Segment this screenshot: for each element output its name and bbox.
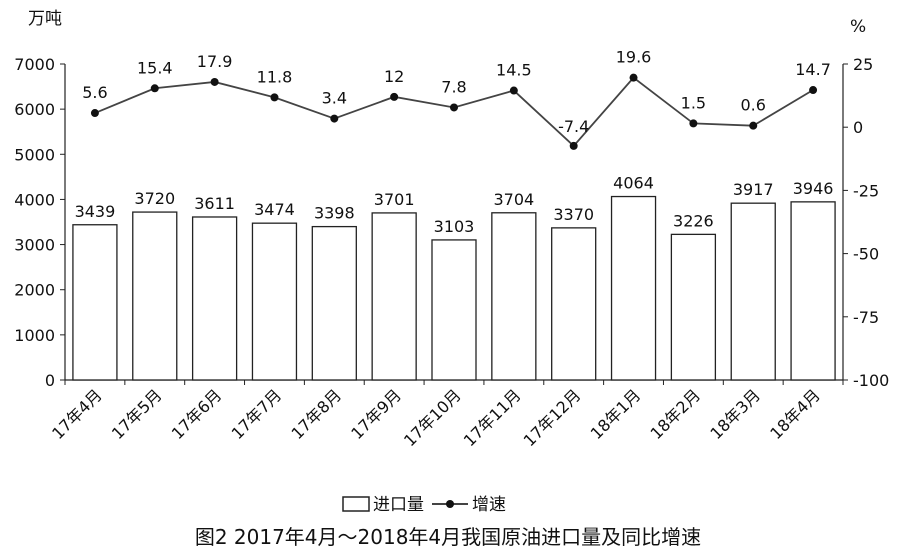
x-tick-label: 17年5月	[108, 385, 166, 443]
bar-data-label: 3398	[314, 204, 355, 223]
bar-series: 3439 3720 3611 3474 3398 3701 3103 3704 3370 4064…	[72, 174, 836, 381]
bar-data-label: 3474	[254, 200, 295, 219]
line-data-label: -7.4	[558, 117, 589, 136]
x-tick-label: 17年4月	[48, 385, 106, 443]
bar	[371, 212, 417, 381]
bar-data-label: 3226	[673, 211, 714, 230]
y-left-tick-label: 2000	[14, 281, 55, 300]
line-point	[390, 92, 399, 101]
line-data-label: 19.6	[616, 48, 652, 67]
bar-data-label: 3370	[553, 205, 594, 224]
x-tick-label: 17年10月	[400, 385, 465, 450]
bar-data-label: 3103	[434, 217, 475, 236]
bar	[790, 201, 836, 381]
line-data-label: 15.4	[137, 58, 173, 77]
line-data-label: 14.7	[795, 60, 831, 79]
x-tick-label: 17年8月	[287, 385, 345, 443]
line-series: 5.6 15.4 17.9 11.8 3.4 12 7.8 14.5 -7.4 19.6 1.5 0.…	[82, 48, 831, 150]
y-left-tick-label: 0	[45, 371, 55, 390]
bar	[491, 212, 537, 381]
y-left-tick-label: 6000	[14, 100, 55, 119]
line-data-label: 11.8	[257, 67, 293, 86]
line-data-label: 7.8	[441, 77, 466, 96]
line-data-label: 5.6	[82, 83, 107, 102]
line-point	[509, 86, 518, 95]
y-left-tick-label: 4000	[14, 190, 55, 209]
bar	[730, 202, 776, 381]
line-point	[809, 86, 818, 95]
bar	[251, 222, 298, 381]
y-right-tick-label: 25	[853, 55, 873, 74]
x-tick-label: 18年3月	[706, 385, 764, 443]
bar	[431, 239, 477, 381]
line-point	[689, 119, 698, 128]
legend-label-bars: 进口量	[373, 495, 424, 515]
y-right-tick-label: 0	[853, 118, 863, 137]
line-point	[90, 109, 99, 118]
y-left-tick-label: 5000	[14, 145, 55, 164]
bar-data-label: 4064	[613, 174, 654, 193]
legend: 进口量 增速	[342, 495, 506, 515]
bar-data-label: 3720	[134, 189, 175, 208]
y-right-tick-label: -50	[853, 245, 879, 264]
line-data-label: 12	[384, 67, 404, 86]
bar	[72, 224, 118, 381]
legend-line-marker	[446, 500, 454, 508]
bar	[191, 216, 238, 381]
line-point	[270, 93, 279, 102]
chart-title: 图2 2017年4月～2018年4月我国原油进口量及同比增速	[195, 525, 701, 549]
legend-bar-swatch	[342, 496, 370, 512]
line-point	[629, 73, 638, 82]
line-data-label: 17.9	[197, 52, 233, 71]
y-left-tick-label: 3000	[14, 236, 55, 255]
line-data-label: 0.6	[741, 96, 766, 115]
x-tick-label: 17年12月	[520, 385, 585, 450]
bar	[670, 233, 717, 381]
x-tick-label: 18年1月	[587, 385, 645, 443]
x-tick-label: 18年4月	[766, 385, 824, 443]
x-tick-label: 17年11月	[460, 385, 525, 450]
x-tick-label: 17年7月	[228, 385, 286, 443]
y-right-tick-label: -100	[853, 371, 889, 390]
bar-data-label: 3439	[75, 202, 116, 221]
line-point	[450, 103, 458, 112]
bar	[311, 225, 357, 381]
y-left-tick-label: 1000	[14, 326, 55, 345]
line-point	[210, 77, 219, 86]
axes: 0 1000 2000 3000 4000 5000 6000 7000 25 0 -25 -50 -7…	[14, 55, 889, 390]
bar-data-label: 3917	[733, 180, 774, 199]
x-tick-labels: 17年4月 17年5月 17年6月 17年7月 17年8月 17年9月17年10月17年1…	[48, 385, 824, 450]
y-right-tick-label: -75	[853, 308, 879, 327]
bar-data-label: 3704	[493, 190, 534, 209]
y-right-unit: %	[850, 17, 866, 37]
line-data-label: 1.5	[681, 93, 706, 112]
bar-data-label: 3701	[374, 190, 415, 209]
line-data-label: 3.4	[322, 89, 347, 108]
y-right-tick-label: -25	[853, 181, 879, 200]
y-left-tick-label: 7000	[14, 55, 55, 74]
bar	[551, 227, 597, 381]
line-point	[150, 84, 159, 93]
line-point	[569, 141, 578, 150]
line-point	[749, 121, 758, 130]
legend-label-line: 增速	[472, 495, 506, 515]
bar	[610, 195, 657, 381]
bar-data-label: 3946	[793, 179, 834, 198]
bar-data-label: 3611	[194, 194, 235, 213]
x-tick-label: 18年2月	[647, 385, 705, 443]
x-tick-label: 17年6月	[168, 385, 226, 443]
bar	[132, 211, 178, 381]
line-data-label: 14.5	[496, 61, 532, 80]
y-left-unit: 万吨	[28, 9, 62, 29]
x-tick-label: 17年9月	[347, 385, 405, 443]
line-point	[330, 114, 339, 123]
